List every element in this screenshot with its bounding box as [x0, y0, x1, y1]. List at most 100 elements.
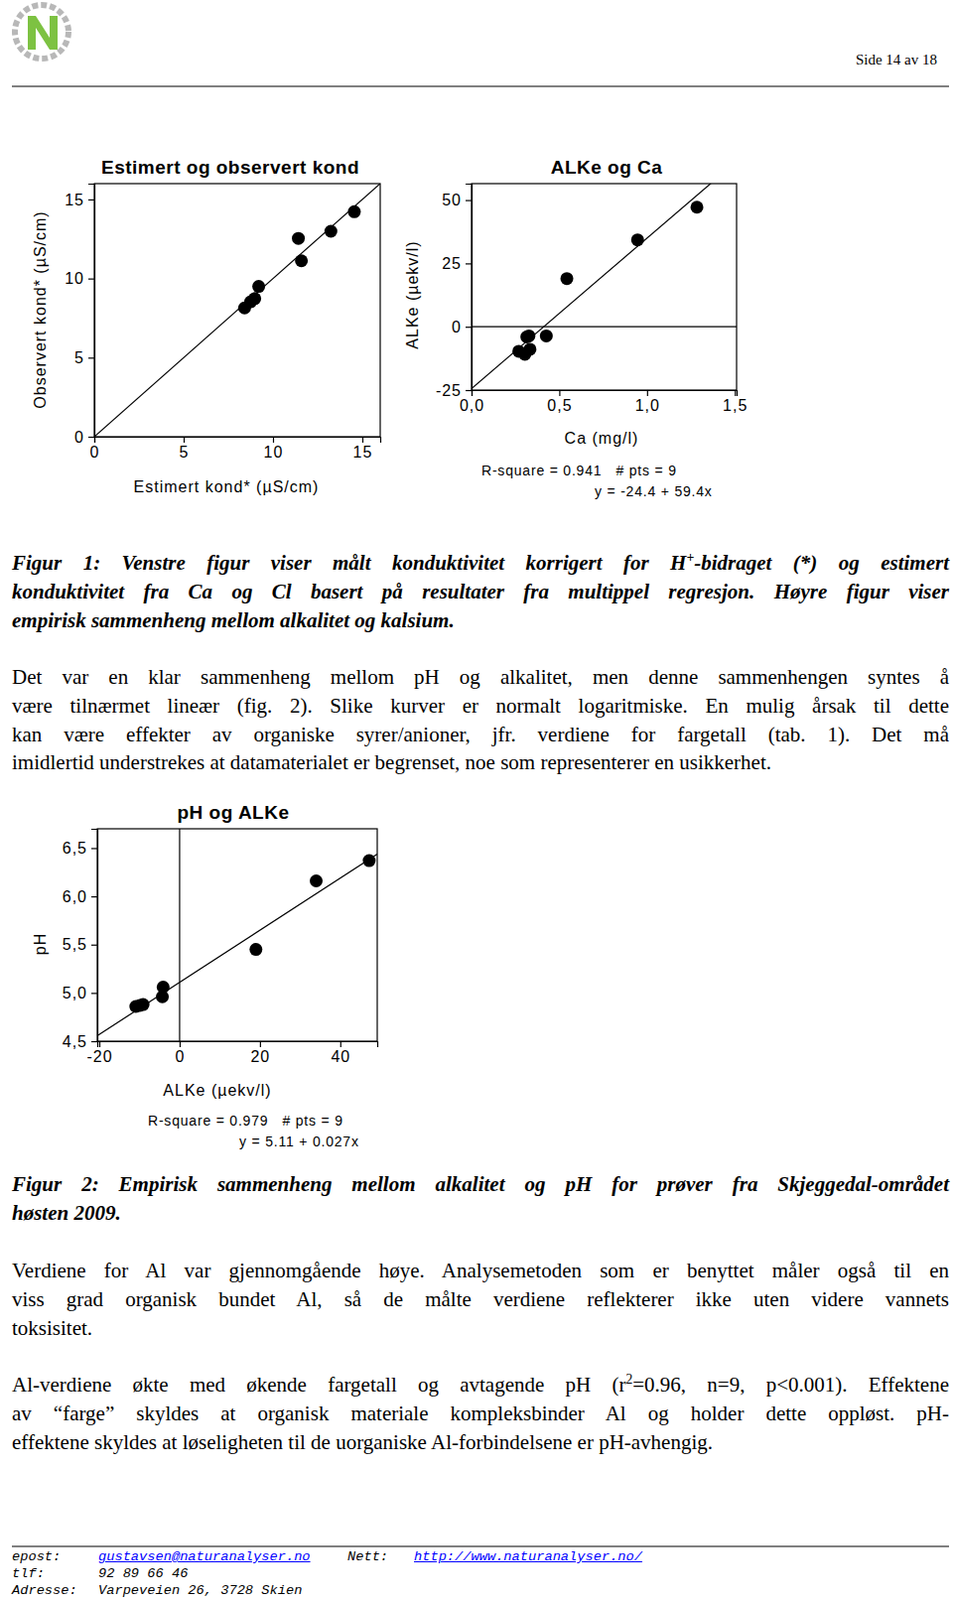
text-line: viss grad organisk bundet Al, så de målt… [11, 1285, 950, 1315]
tick-label: 25 [441, 255, 462, 273]
tick: 0 [74, 428, 95, 446]
tick: 15 [64, 191, 95, 209]
tick: 1,5 [722, 390, 748, 414]
tick-mark [91, 1041, 98, 1043]
text: Figur 2: Empirisk sammenheng mellom alka… [11, 1172, 950, 1197]
data-point [522, 329, 536, 343]
superscript: 2 [625, 1371, 633, 1387]
axis-line [95, 437, 382, 444]
regression-stats: R-square = 0.979 # pts = 9 [147, 1112, 344, 1129]
text: høsten 2009. [11, 1201, 122, 1226]
axis-line [472, 391, 738, 398]
text: toksisitet. [11, 1316, 93, 1341]
tick: 5 [179, 436, 190, 461]
tick: 10 [64, 270, 95, 287]
data-point [347, 205, 361, 219]
tick-label: 5,5 [62, 936, 88, 953]
footer-link: gustavsen@naturanalyser.no [98, 1549, 311, 1565]
footer-text: tlf: [11, 1566, 45, 1582]
x-axis: 0 5 10 15 [90, 436, 382, 461]
marks [471, 183, 737, 389]
y-axis: 4,55,05,56,06,5 [62, 829, 99, 1051]
tick-mark [91, 992, 98, 994]
text-line: imidlertid understrekes at datamateriale… [11, 748, 950, 778]
tick-mark [91, 945, 98, 947]
tick-label: 4,5 [62, 1033, 88, 1051]
tick-mark [362, 436, 364, 443]
tick: -25 [435, 382, 472, 400]
footer-rule [11, 1546, 950, 1548]
chart-title: pH og ALKe [176, 802, 289, 823]
tick-label: 5,0 [62, 984, 88, 1002]
tick-label: 15 [64, 191, 85, 209]
text-line: Figur 1: Venstre figur viser målt konduk… [11, 548, 950, 578]
y-axis-title: ALKe (µekv/l) [404, 240, 421, 349]
text: konduktivitet fra Ca og Cl basert på res… [11, 579, 950, 604]
chart: -20020404,55,05,56,06,5pH og ALKeALKe (µ… [31, 802, 379, 1150]
tick-mark [88, 199, 95, 201]
page-number: Side 14 av 18 [855, 51, 938, 69]
tick-mark [558, 390, 560, 397]
logo-mark [27, 15, 58, 50]
tick: 0,0 [459, 390, 485, 414]
tick-mark [465, 199, 472, 201]
tick-label: 0,5 [546, 397, 572, 414]
tick-label: 20 [250, 1048, 271, 1066]
reference-line [94, 183, 381, 437]
footer-text: Nett: [347, 1549, 389, 1565]
tick-label: 1,0 [635, 397, 661, 414]
footer-text: 92 89 66 46 [98, 1566, 188, 1582]
tick-mark [465, 390, 472, 392]
tick-mark [647, 390, 649, 397]
y-axis-title: pH [31, 933, 49, 955]
tick-mark [465, 263, 472, 265]
tick: 10 [264, 436, 284, 461]
text-line: være tilnærmet lineær (fig. 2). Slike ku… [11, 691, 950, 721]
tick: 20 [250, 1041, 271, 1066]
text-line: Det var en klar sammenheng mellom pH og … [11, 663, 950, 692]
tick-label: 0 [90, 443, 101, 461]
text: Figur 1: Venstre figur viser målt konduk… [11, 550, 686, 575]
x-axis-title: Ca (mg/l) [564, 429, 640, 447]
reference-line [471, 326, 737, 328]
regression-stats: y = 5.11 + 0.027x [239, 1133, 360, 1150]
superscript: + [685, 549, 694, 565]
tick: -20 [86, 1041, 113, 1066]
tick-label: 0 [174, 1048, 185, 1066]
x-axis: -2002040 [86, 1041, 378, 1066]
tick-label: 50 [441, 191, 462, 209]
tick-label: 10 [264, 443, 284, 461]
tick-label: 10 [64, 270, 85, 287]
y-axis: -2502550 [435, 184, 473, 400]
plot-frame [97, 828, 378, 1042]
tick: 4,5 [62, 1033, 98, 1051]
chart: 051015051015Estimert og observert kondEs… [31, 156, 382, 496]
header-rule [11, 86, 950, 88]
data-point [560, 272, 574, 285]
logo [14, 4, 69, 59]
chart: 0,00,51,01,5-2502550ALKe og CaCa (mg/l)A… [404, 156, 749, 500]
data-point [523, 342, 537, 356]
tick-mark [260, 1041, 262, 1048]
x-axis: 0,0 0,5 1,0 1,5 [459, 390, 748, 414]
data-point [631, 233, 645, 247]
text-line: toksisitet. [11, 1314, 950, 1344]
x-axis-title: Estimert kond* (µS/cm) [134, 478, 320, 496]
text-line: Al-verdiene økte med økende fargetall og… [11, 1370, 950, 1400]
tick: 5,5 [62, 936, 98, 953]
tick-mark [179, 1041, 181, 1048]
footer-text: Adresse: [11, 1583, 78, 1599]
chart-title: ALKe og Ca [550, 156, 664, 178]
tick: 0 [90, 436, 101, 461]
data-point [690, 200, 704, 214]
data-point [324, 224, 338, 238]
text: være tilnærmet lineær (fig. 2). Slike ku… [11, 693, 950, 718]
tick: 0,5 [546, 390, 572, 414]
text-line: Figur 2: Empirisk sammenheng mellom alka… [11, 1170, 950, 1200]
tick: 15 [353, 436, 374, 461]
y-axis-title: Observert kond* (µS/cm) [31, 210, 49, 409]
tick: 5 [74, 349, 95, 367]
y-axis: 0 5 10 15 [64, 184, 95, 446]
tick-label: 1,5 [722, 397, 748, 414]
tick-mark [91, 847, 98, 849]
